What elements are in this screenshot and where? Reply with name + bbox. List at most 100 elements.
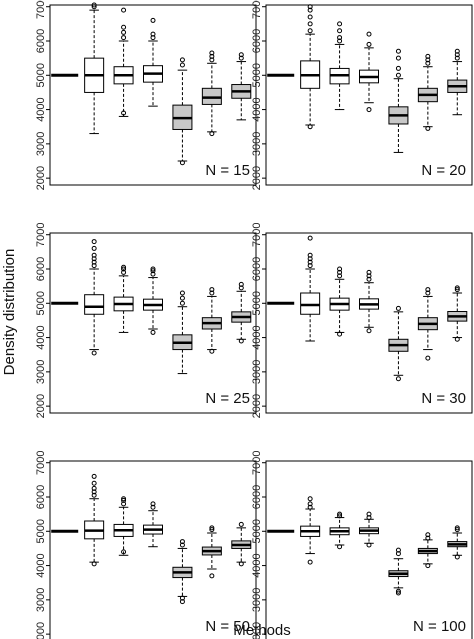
outlier-point xyxy=(366,542,372,548)
outlier-point xyxy=(454,52,460,58)
box-method-2 xyxy=(300,496,321,565)
outlier-point xyxy=(150,17,156,23)
y-tick-label: 3000 xyxy=(35,132,47,156)
y-tick-label: 7000 xyxy=(35,450,47,474)
box-method-5 xyxy=(172,539,193,605)
outlier-point xyxy=(238,338,244,344)
box-method-2 xyxy=(84,473,105,567)
outlier-point xyxy=(454,525,460,531)
outlier-point xyxy=(179,595,185,601)
outlier-point xyxy=(209,527,215,533)
y-tick-label: 2000 xyxy=(251,622,263,639)
box-method-4 xyxy=(359,31,379,113)
box-method-3 xyxy=(113,7,134,117)
outlier-point xyxy=(366,276,372,282)
outlier-point xyxy=(395,48,401,54)
outlier-point xyxy=(454,527,460,533)
outlier-point xyxy=(91,239,97,245)
box-method-6 xyxy=(201,287,222,354)
outlier-point xyxy=(425,53,431,59)
outlier-point xyxy=(121,110,127,116)
box-method-7 xyxy=(447,48,468,116)
outlier-point xyxy=(150,31,156,37)
outlier-point xyxy=(179,57,185,63)
box-method-6 xyxy=(201,50,222,137)
outlier-point xyxy=(366,41,372,47)
panel-n-label: N = 20 xyxy=(421,162,466,179)
y-tick-label: 4000 xyxy=(35,325,47,349)
panel-4: 2000 3000 4000 5000 6000 7000 N = 30 xyxy=(251,222,473,418)
y-tick-label: 6000 xyxy=(251,485,263,509)
y-tick-label: 2000 xyxy=(35,394,47,418)
outlier-point xyxy=(91,245,97,251)
outlier-point xyxy=(179,599,185,605)
outlier-point xyxy=(121,497,127,503)
outlier-point xyxy=(425,535,431,541)
outlier-point xyxy=(425,287,431,293)
y-tick-label: 7000 xyxy=(251,0,263,19)
outlier-point xyxy=(238,281,244,287)
outlier-point xyxy=(238,285,244,291)
outlier-point xyxy=(307,504,313,510)
outlier-point xyxy=(307,124,313,130)
panel-3: 2000 3000 4000 5000 6000 7000 N = 25 xyxy=(35,222,257,418)
box-method-7 xyxy=(231,521,252,567)
y-axis-title: Density distribution xyxy=(1,249,18,376)
outlier-point xyxy=(209,573,215,579)
outlier-point xyxy=(179,539,185,545)
outlier-point xyxy=(337,544,343,550)
outlier-point xyxy=(91,480,97,486)
outlier-point xyxy=(150,501,156,507)
y-tick-label: 7000 xyxy=(35,0,47,19)
outlier-point xyxy=(179,290,185,296)
panel-frame xyxy=(265,460,473,639)
y-tick-label: 3000 xyxy=(35,360,47,384)
outlier-point xyxy=(307,4,313,10)
panel-n-label: N = 100 xyxy=(413,618,466,635)
outlier-point xyxy=(425,532,431,538)
outlier-point xyxy=(337,266,343,272)
box-method-7 xyxy=(447,525,468,560)
outlier-point xyxy=(121,264,127,270)
outlier-point xyxy=(307,501,313,507)
outlier-point xyxy=(337,331,343,337)
outlier-point xyxy=(121,549,127,555)
panel-frame xyxy=(265,4,473,186)
panel-6: 2000300040005000600070001234567N = 100 xyxy=(251,450,473,639)
outlier-point xyxy=(395,551,401,557)
outlier-point xyxy=(425,290,431,296)
outlier-point xyxy=(179,300,185,306)
outlier-point xyxy=(395,588,401,594)
outlier-point xyxy=(121,35,127,41)
box-method-4 xyxy=(143,17,163,107)
x-axis-title: Methods xyxy=(233,622,291,639)
y-tick-label: 3000 xyxy=(251,588,263,612)
box-method-6 xyxy=(417,532,438,569)
y-tick-label: 3000 xyxy=(251,132,263,156)
box-method-3 xyxy=(329,511,350,550)
y-tick-label: 4000 xyxy=(35,97,47,121)
outlier-point xyxy=(337,21,343,27)
outlier-point xyxy=(238,521,244,527)
outlier-point xyxy=(150,35,156,41)
outlier-point xyxy=(121,29,127,35)
outlier-point xyxy=(121,496,127,502)
y-tick-label: 5000 xyxy=(35,519,47,543)
outlier-point xyxy=(150,266,156,272)
outlier-point xyxy=(121,501,127,507)
box-method-6 xyxy=(201,525,222,579)
y-tick-label: 5000 xyxy=(35,291,47,315)
y-tick-label: 5000 xyxy=(251,63,263,87)
outlier-point xyxy=(209,131,215,137)
outlier-point xyxy=(454,48,460,54)
outlier-point xyxy=(91,561,97,567)
outlier-point xyxy=(91,256,97,262)
box-method-5 xyxy=(388,547,409,596)
outlier-point xyxy=(395,55,401,61)
y-tick-label: 2000 xyxy=(251,166,263,190)
y-tick-label: 3000 xyxy=(251,360,263,384)
box-method-4 xyxy=(359,511,379,548)
outlier-point xyxy=(121,7,127,13)
box-method-3 xyxy=(113,264,134,333)
y-tick-label: 5000 xyxy=(251,519,263,543)
